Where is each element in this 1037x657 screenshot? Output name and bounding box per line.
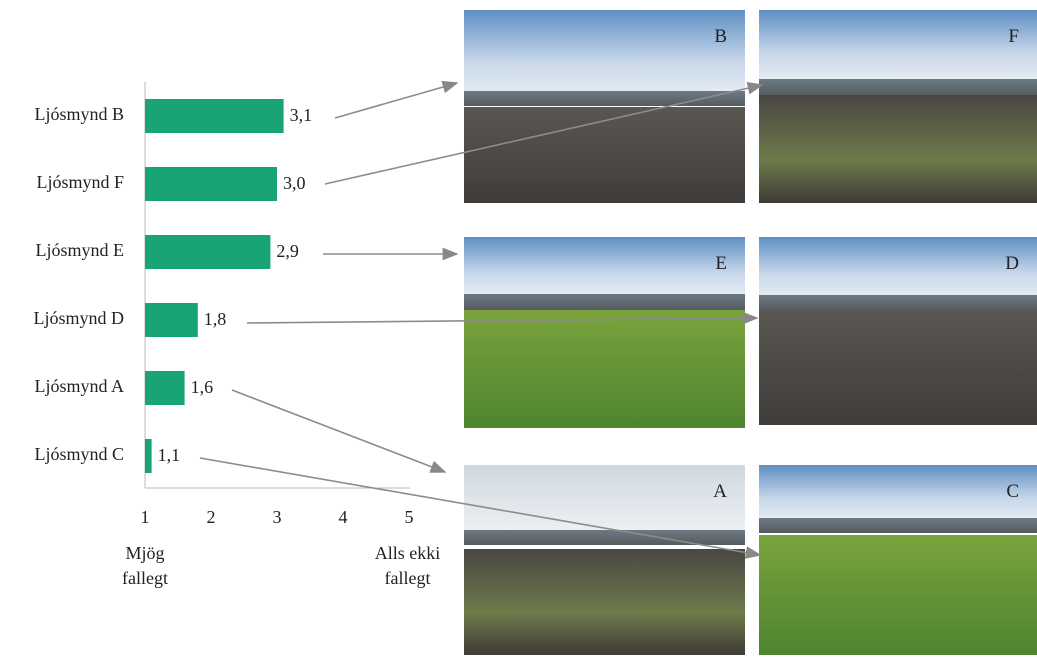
bar (145, 371, 185, 405)
x-low-label: Mjög fallegt (122, 543, 168, 588)
x-tick-label: 1 (141, 507, 150, 527)
value-label: 1,8 (204, 309, 227, 329)
photo-c: C (759, 465, 1037, 655)
x-tick-label: 4 (339, 507, 348, 527)
photo-label: B (714, 26, 727, 47)
bar (145, 235, 271, 269)
photo-label: D (1005, 253, 1019, 274)
y-tick-label: Ljósmynd B (34, 104, 124, 124)
x-tick-label: 5 (405, 507, 414, 527)
y-tick-label: Ljósmynd E (36, 240, 125, 260)
photo-a: A (464, 465, 745, 655)
y-tick-label: Ljósmynd D (33, 308, 124, 328)
photo-d: D (759, 237, 1037, 425)
bar (145, 439, 152, 473)
arrows (199, 80, 764, 559)
value-label: 3,1 (290, 105, 313, 125)
bar (145, 167, 277, 201)
photo-label: A (713, 481, 727, 502)
x-tick-label: 2 (207, 507, 216, 527)
photo-label: C (1006, 481, 1019, 502)
y-tick-label: Ljósmynd F (36, 172, 124, 192)
y-tick-label: Ljósmynd C (34, 444, 124, 464)
value-label: 2,9 (276, 241, 299, 261)
photo-e: E (464, 237, 745, 428)
photo-f: F (759, 10, 1037, 203)
bar (145, 99, 284, 133)
x-tick-label: 3 (273, 507, 282, 527)
photo-label: E (715, 253, 727, 274)
bar (145, 303, 198, 337)
photo-label: F (1008, 26, 1019, 47)
value-label: 1,1 (158, 445, 181, 465)
photo-b: B (464, 10, 745, 203)
x-high-label: Alls ekki fallegt (374, 543, 441, 588)
y-tick-label: Ljósmynd A (34, 376, 124, 396)
value-label: 3,0 (283, 173, 306, 193)
value-label: 1,6 (191, 377, 214, 397)
